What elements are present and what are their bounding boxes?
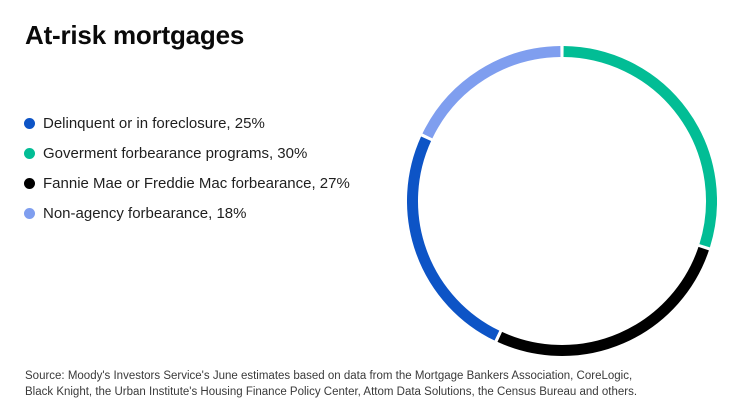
legend-label-non-agency-forbearance: Non-agency forbearance, 18% — [43, 204, 247, 222]
donut-segment-2 — [497, 246, 709, 356]
legend-swatch-government-forbearance-icon — [24, 147, 35, 159]
legend-label-delinquent: Delinquent or in foreclosure, 25% — [43, 114, 265, 132]
donut-segment-0 — [407, 136, 500, 341]
legend-swatch-non-agency-forbearance-icon — [24, 207, 35, 219]
legend: Delinquent or in foreclosure, 25% Goverm… — [24, 108, 350, 228]
donut-chart — [407, 46, 717, 356]
donut-segment-1 — [563, 46, 717, 248]
source-note-line1: Source: Moody's Investors Service's June… — [25, 370, 633, 382]
legend-label-government-forbearance: Goverment forbearance programs, 30% — [43, 144, 308, 162]
chart-title: At-risk mortgages — [25, 20, 245, 50]
legend-label-fannie-freddie-forbearance: Fannie Mae or Freddie Mac forbearance, 2… — [43, 174, 350, 192]
legend-swatch-fannie-freddie-forbearance-icon — [24, 177, 35, 189]
legend-item-government-forbearance: Goverment forbearance programs, 30% — [24, 138, 350, 168]
legend-item-delinquent: Delinquent or in foreclosure, 25% — [24, 108, 350, 138]
legend-item-non-agency-forbearance: Non-agency forbearance, 18% — [24, 198, 350, 228]
donut-segment-3 — [422, 46, 561, 139]
source-note-line2: Black Knight, the Urban Institute's Hous… — [25, 386, 638, 398]
donut-chart-svg — [407, 46, 717, 356]
legend-swatch-delinquent-icon — [24, 117, 35, 129]
source-note: Source: Moody's Investors Service's June… — [25, 368, 725, 400]
legend-item-fannie-freddie-forbearance: Fannie Mae or Freddie Mac forbearance, 2… — [24, 168, 350, 198]
